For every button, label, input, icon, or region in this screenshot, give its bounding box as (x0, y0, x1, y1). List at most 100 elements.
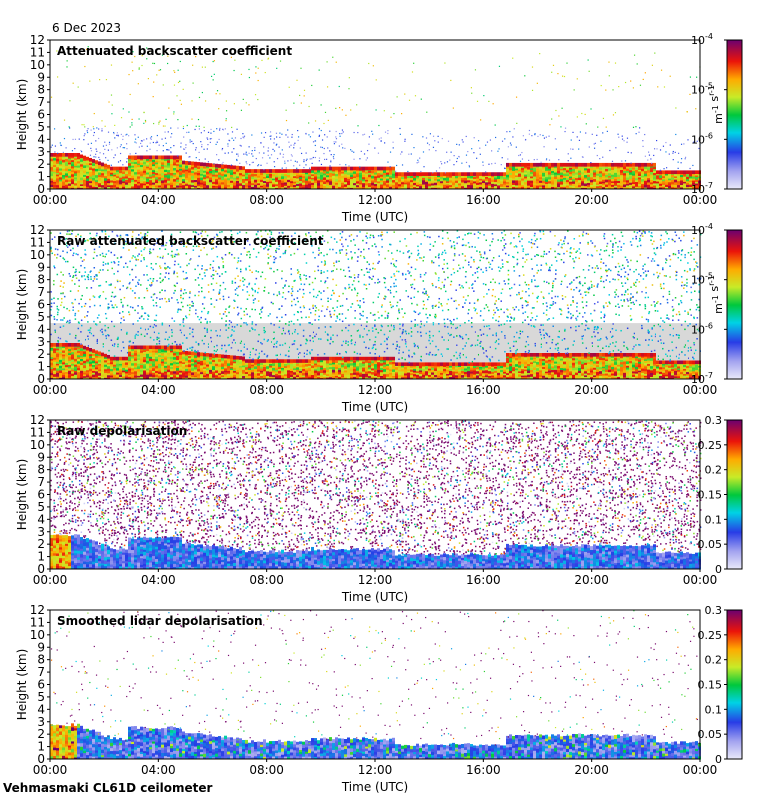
colorbar-band (727, 175, 742, 177)
colorbar-band (727, 259, 742, 261)
panel-title: Attenuated backscatter coefficient (57, 44, 292, 58)
colorbar-band (727, 50, 742, 52)
colorbar-band (727, 510, 742, 512)
colorbar-band (727, 328, 742, 330)
colorbar-band (727, 358, 742, 360)
colorbar-band (727, 549, 742, 551)
colorbar: 10-710-610-510-4m-1 sr-1 (691, 222, 743, 386)
colorbar-band (727, 307, 742, 309)
colorbar-band (727, 455, 742, 457)
colorbar-band (727, 698, 742, 700)
colorbar-band (727, 736, 742, 738)
colorbar-band (727, 479, 742, 481)
colorbar-band (727, 626, 742, 628)
colorbar-band (727, 724, 742, 726)
colorbar-band (727, 40, 742, 42)
colorbar-band (727, 699, 742, 701)
colorbar-band (727, 166, 742, 168)
y-tick-label: 2 (37, 347, 45, 361)
colorbar-band (727, 544, 742, 546)
colorbar-band (727, 294, 742, 296)
colorbar-band (727, 64, 742, 66)
x-tick-label: 00:00 (33, 383, 68, 397)
colorbar-band (727, 98, 742, 100)
colorbar-band (727, 522, 742, 524)
colorbar-tick-label: 0.05 (698, 538, 723, 551)
colorbar-band (727, 143, 742, 145)
colorbar-band (727, 615, 742, 617)
colorbar-band (727, 282, 742, 284)
colorbar-band (727, 443, 742, 445)
colorbar-band (727, 487, 742, 489)
colorbar-band (727, 267, 742, 269)
colorbar-band (727, 70, 742, 72)
colorbar-band (727, 744, 742, 746)
colorbar-band (727, 233, 742, 235)
colorbar-band (727, 275, 742, 277)
colorbar-band (727, 133, 742, 135)
colorbar-band (727, 488, 742, 490)
colorbar-band (727, 42, 742, 44)
colorbar-band (727, 129, 742, 131)
y-tick-label: 4 (37, 512, 45, 526)
colorbar-band (727, 637, 742, 639)
colorbar-band (727, 751, 742, 753)
colorbar-band (727, 644, 742, 646)
x-tick-label: 12:00 (358, 573, 393, 587)
colorbar-band (727, 266, 742, 268)
colorbar-band (727, 167, 742, 169)
colorbar-band (727, 484, 742, 486)
colorbar-band (727, 136, 742, 138)
colorbar-band (727, 111, 742, 113)
colorbar-band (727, 288, 742, 290)
colorbar-band (727, 134, 742, 136)
colorbar-band (727, 465, 742, 467)
y-tick-label: 6 (37, 108, 45, 122)
colorbar-band (727, 618, 742, 620)
colorbar-band (727, 725, 742, 727)
colorbar-band (727, 538, 742, 540)
colorbar-band (727, 474, 742, 476)
colorbar-band (727, 688, 742, 690)
y-tick-label: 9 (37, 450, 45, 464)
colorbar-band (727, 78, 742, 80)
colorbar-band (727, 236, 742, 238)
colorbar-band (727, 647, 742, 649)
x-tick-label: 16:00 (466, 383, 501, 397)
colorbar-band (727, 183, 742, 185)
x-tick-label: 12:00 (358, 383, 393, 397)
colorbar: 0 0.05 0.1 0.15 0.2 0.25 0.3 (698, 604, 743, 766)
colorbar-band (727, 371, 742, 373)
colorbar-band (727, 89, 742, 91)
colorbar-band (727, 678, 742, 680)
colorbar-band (727, 239, 742, 241)
colorbar-band (727, 528, 742, 530)
colorbar-band (727, 326, 742, 328)
colorbar-band (727, 139, 742, 141)
colorbar-band (727, 732, 742, 734)
colorbar-band (727, 49, 742, 51)
colorbar-band (727, 311, 742, 313)
colorbar-band (727, 634, 742, 636)
colorbar-band (727, 614, 742, 616)
colorbar-band (727, 318, 742, 320)
colorbar-band (727, 169, 742, 171)
colorbar-band (727, 366, 742, 368)
colorbar-band (727, 654, 742, 656)
colorbar-band (727, 457, 742, 459)
y-tick-label: 0 (37, 372, 45, 386)
colorbar-band (727, 429, 742, 431)
y-tick-label: 0 (37, 182, 45, 196)
y-tick-label: 3 (37, 335, 45, 349)
colorbar-band (727, 530, 742, 532)
colorbar-band (727, 53, 742, 55)
colorbar-band (727, 81, 742, 83)
colorbar-band (727, 476, 742, 478)
colorbar-band (727, 747, 742, 749)
colorbar-band (727, 734, 742, 736)
y-tick-label: 3 (37, 145, 45, 159)
colorbar-band (727, 181, 742, 183)
colorbar-band (727, 462, 742, 464)
colorbar-band (727, 711, 742, 713)
colorbar-band (727, 498, 742, 500)
